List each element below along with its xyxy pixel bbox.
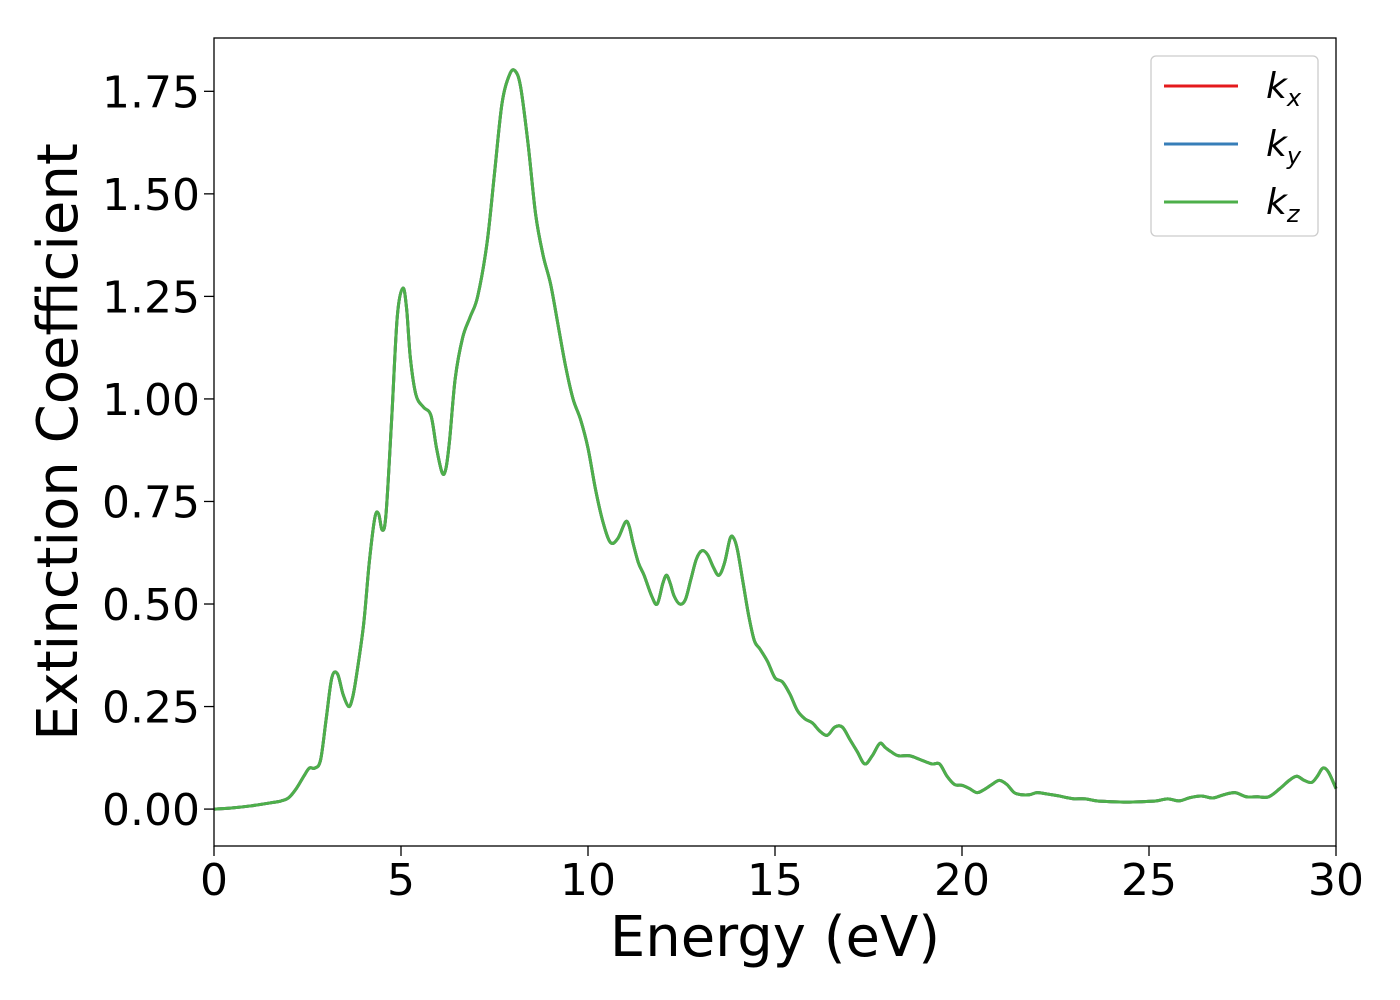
y-tick-label: 0.50 (102, 580, 200, 631)
x-tick-label: 15 (747, 855, 803, 906)
legend-box (1150, 55, 1319, 237)
y-tick-label: 0.00 (102, 785, 200, 836)
x-axis-ticks: 0 5 10 15 20 25 30 (200, 846, 1364, 906)
x-tick-label: 30 (1308, 855, 1364, 906)
y-axis-label: Extinction Coefficient (26, 143, 91, 741)
y-tick-label: 0.75 (102, 477, 200, 528)
y-axis-ticks: 0.00 0.25 0.50 0.75 1.00 1.25 1.50 1.75 (102, 67, 214, 836)
x-tick-label: 10 (560, 855, 616, 906)
x-tick-label: 25 (1121, 855, 1177, 906)
y-tick-label: 1.25 (102, 272, 200, 323)
y-tick-label: 1.00 (102, 375, 200, 426)
x-tick-label: 5 (387, 855, 415, 906)
y-tick-label: 0.25 (102, 683, 200, 734)
y-tick-label: 1.75 (102, 67, 200, 118)
x-tick-label: 0 (200, 855, 228, 906)
x-tick-label: 20 (934, 855, 990, 906)
series-line-k-z (213, 68, 1338, 811)
plot-lines (213, 68, 1338, 811)
x-axis-label: Energy (eV) (610, 905, 940, 970)
y-tick-label: 1.50 (102, 170, 200, 221)
